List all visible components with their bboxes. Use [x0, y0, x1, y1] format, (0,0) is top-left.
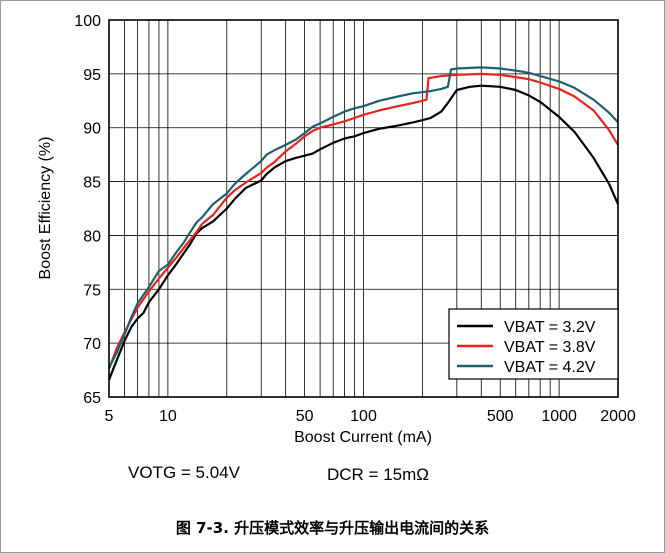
x-tick-label: 5 — [105, 408, 114, 425]
y-tick-label: 80 — [83, 228, 101, 245]
x-tick-label: 500 — [487, 408, 514, 425]
plot-border — [108, 19, 619, 398]
y-tick-label: 65 — [83, 390, 101, 407]
legend-label: VBAT = 3.2V — [504, 319, 596, 336]
series-line — [108, 66, 619, 369]
y-tick-label: 95 — [83, 67, 101, 84]
dcr-condition: DCR = 15mΩ — [327, 465, 429, 484]
legend: VBAT = 3.2V VBAT = 3.8V VBAT = 4.2V — [448, 308, 619, 380]
y-tick-label: 75 — [83, 282, 101, 299]
y-tick-label: 90 — [83, 121, 101, 138]
grid-lines — [109, 20, 618, 397]
x-tick-label: 100 — [350, 408, 377, 425]
y-tick-label: 100 — [74, 13, 101, 30]
series-lines — [107, 66, 620, 381]
legend-box — [448, 308, 619, 380]
y-tick-label: 70 — [83, 336, 101, 353]
x-tick-label: 10 — [159, 408, 177, 425]
y-axis-label: Boost Efficiency (%) — [37, 137, 54, 280]
series-line — [107, 84, 620, 381]
legend-label: VBAT = 4.2V — [504, 359, 596, 376]
x-tick-label: 2000 — [600, 408, 636, 425]
x-axis-label: Boost Current (mA) — [294, 429, 432, 446]
legend-label: VBAT = 3.8V — [504, 339, 596, 356]
x-tick-label: 50 — [296, 408, 314, 425]
tick-labels: 5 10 50 100 500 1000 2000 65 70 75 80 85 90 95 100 — [74, 13, 636, 425]
y-tick-label: 85 — [83, 175, 101, 192]
efficiency-chart: 5 10 50 100 500 1000 2000 65 70 75 80 85 90 95 100 Boo… — [37, 13, 636, 446]
figure-caption: 图 7-3. 升压模式效率与升压输出电流间的关系 — [175, 519, 490, 537]
x-tick-label: 1000 — [541, 408, 577, 425]
votg-condition: VOTG = 5.04V — [128, 463, 240, 482]
series-line — [107, 72, 619, 370]
